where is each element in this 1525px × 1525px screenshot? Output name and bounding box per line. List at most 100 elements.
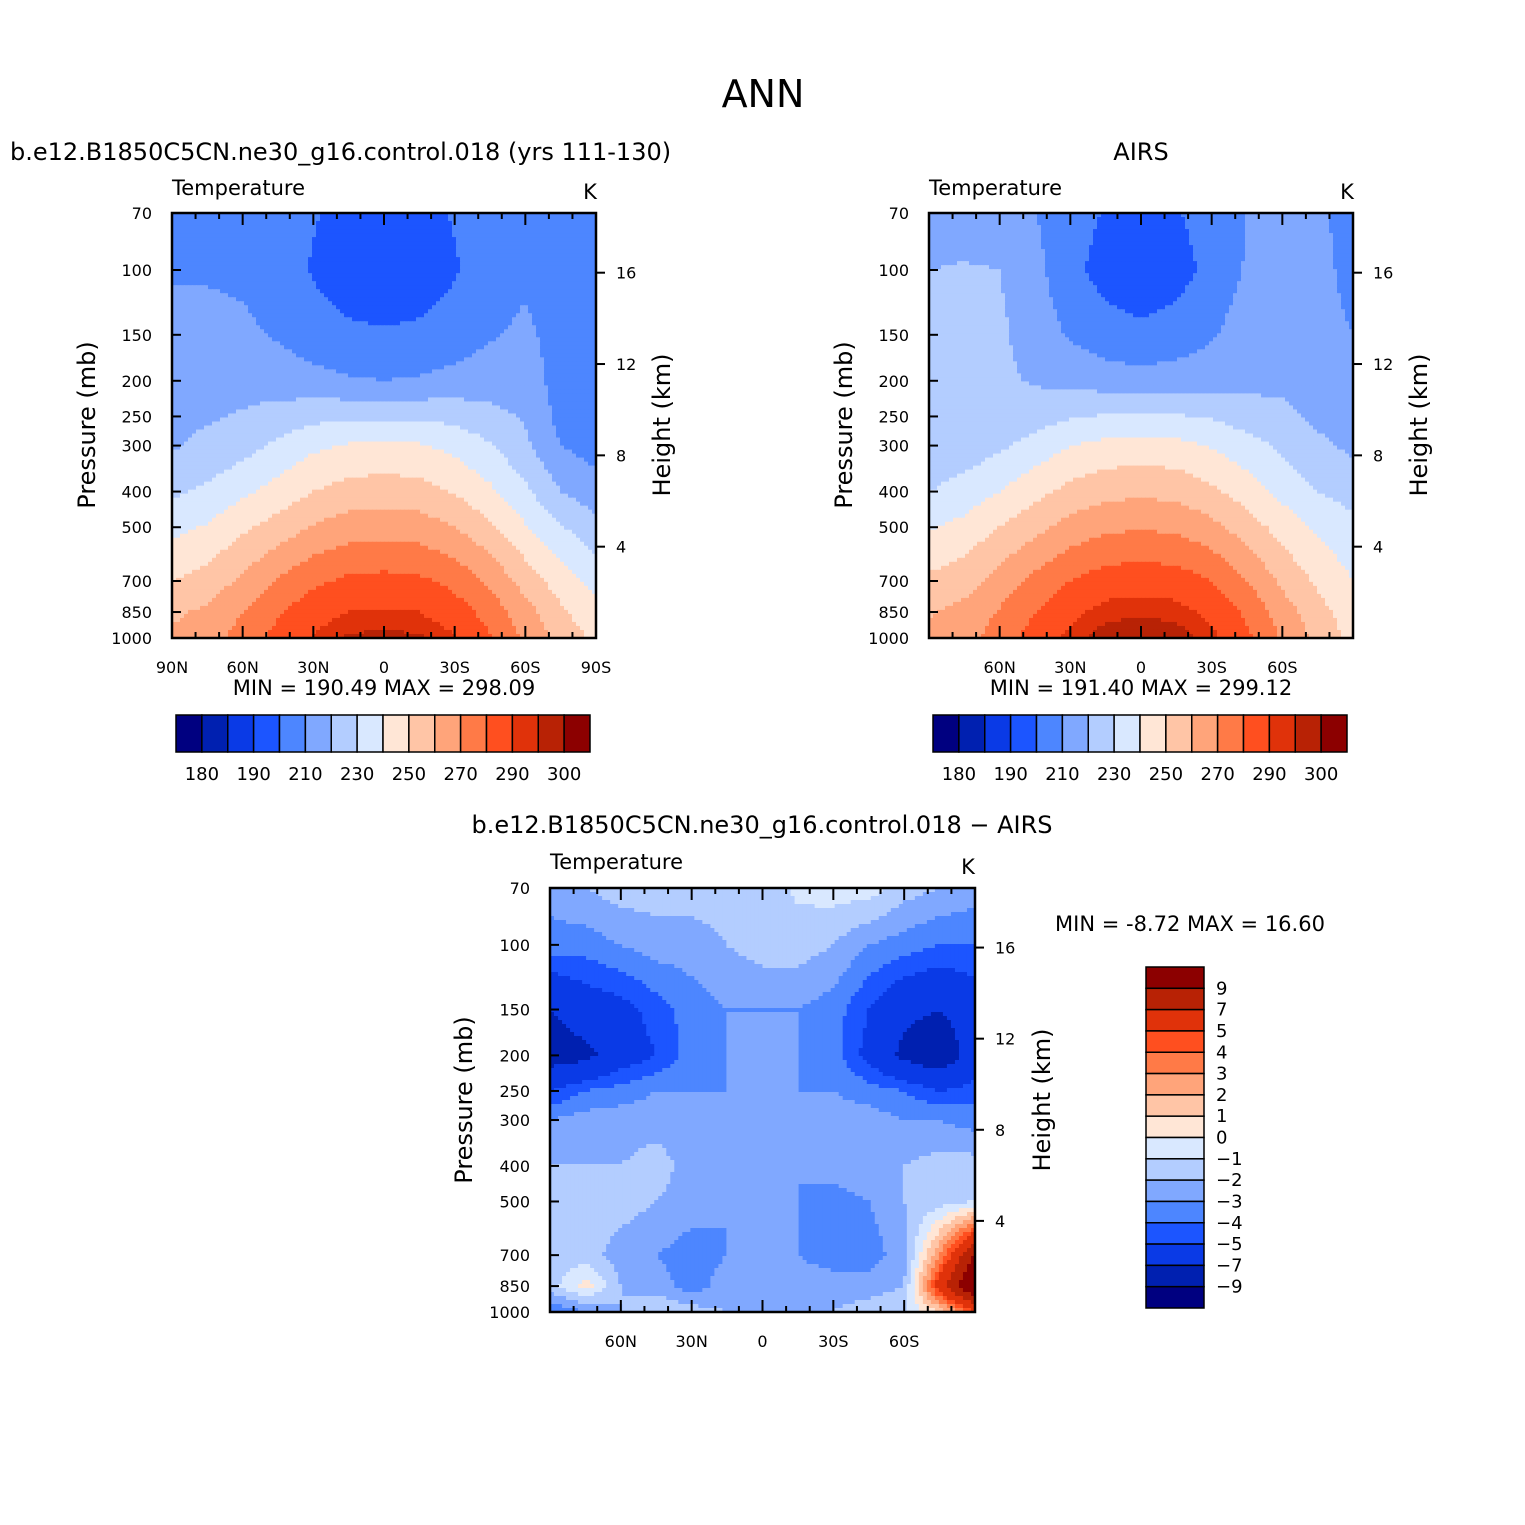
- contour-cell: [424, 381, 429, 387]
- contour-cell: [260, 377, 265, 382]
- contour-cell: [456, 325, 461, 330]
- contour-cell: [216, 385, 221, 391]
- contour-cell: [348, 257, 353, 262]
- contour-cell: [396, 357, 401, 362]
- contour-cell: [300, 361, 305, 366]
- contour-cell: [276, 349, 281, 354]
- contour-cell: [376, 373, 381, 378]
- contour-cell: [484, 261, 489, 266]
- contour-cell: [332, 361, 337, 366]
- contour-cell: [428, 265, 433, 270]
- contour-cell: [248, 281, 253, 286]
- contour-cell: [244, 245, 249, 250]
- contour-cell: [560, 301, 565, 306]
- contour-cell: [336, 333, 341, 338]
- contour-cell: [368, 329, 373, 334]
- contour-cell: [348, 365, 353, 370]
- contour-cell: [424, 365, 429, 370]
- contour-cell: [436, 245, 441, 250]
- contour-cell: [192, 217, 197, 222]
- contour-cell: [340, 289, 345, 294]
- contour-cell: [340, 389, 345, 395]
- contour-cell: [488, 297, 493, 302]
- contour-cell: [432, 269, 437, 274]
- contour-cell: [484, 237, 489, 242]
- contour-cell: [328, 225, 333, 230]
- contour-cell: [272, 365, 277, 370]
- contour-cell: [384, 377, 389, 382]
- contour-cell: [524, 349, 529, 354]
- contour-cell: [480, 349, 485, 354]
- contour-cell: [320, 217, 325, 222]
- contour-cell: [348, 265, 353, 270]
- contour-cell: [352, 365, 357, 370]
- contour-cell: [484, 225, 489, 230]
- contour-cell: [452, 333, 457, 338]
- contour-cell: [572, 253, 577, 258]
- contour-cell: [452, 269, 457, 274]
- contour-cell: [384, 361, 389, 366]
- contour-cell: [444, 297, 449, 302]
- contour-cell: [528, 389, 533, 395]
- contour-cell: [556, 309, 561, 314]
- contour-cell: [592, 397, 596, 403]
- contour-cell: [220, 265, 225, 270]
- contour-cell: [416, 333, 421, 338]
- contour-cell: [328, 397, 333, 403]
- contour-cell: [320, 361, 325, 366]
- contour-cell: [524, 245, 529, 250]
- contour-cell: [208, 261, 213, 266]
- contour-cell: [380, 365, 385, 370]
- contour-cell: [528, 321, 533, 326]
- contour-cell: [268, 285, 273, 290]
- contour-cell: [320, 397, 325, 403]
- contour-cell: [336, 381, 341, 387]
- contour-cell: [456, 357, 461, 362]
- contour-cell: [484, 297, 489, 302]
- contour-cell: [356, 305, 361, 310]
- contour-cell: [416, 329, 421, 334]
- contour-cell: [208, 373, 213, 378]
- contour-cell: [324, 253, 329, 258]
- contour-cell: [404, 277, 409, 282]
- contour-cell: [292, 237, 297, 242]
- contour-cell: [504, 321, 509, 326]
- contour-cell: [232, 357, 237, 362]
- contour-cell: [488, 345, 493, 350]
- contour-cell: [500, 233, 505, 238]
- contour-cell: [476, 305, 481, 310]
- contour-cell: [404, 273, 409, 278]
- contour-cell: [576, 213, 581, 218]
- contour-cell: [208, 333, 213, 338]
- contour-cell: [276, 309, 281, 314]
- contour-cell: [464, 277, 469, 282]
- contour-cell: [408, 393, 413, 399]
- contour-cell: [404, 337, 409, 342]
- contour-cell: [200, 221, 205, 226]
- contour-cell: [328, 241, 333, 246]
- contour-cell: [504, 277, 509, 282]
- contour-cell: [412, 389, 417, 395]
- contour-cell: [580, 361, 585, 366]
- contour-cell: [396, 241, 401, 246]
- contour-cell: [340, 317, 345, 322]
- contour-cell: [532, 237, 537, 242]
- contour-cell: [532, 333, 537, 338]
- contour-cell: [296, 305, 301, 310]
- contour-cell: [188, 269, 193, 274]
- contour-cell: [556, 213, 561, 218]
- contour-cell: [520, 397, 525, 403]
- contour-cell: [400, 297, 405, 302]
- contour-cell: [392, 225, 397, 230]
- contour-cell: [176, 241, 181, 246]
- contour-cell: [464, 273, 469, 278]
- contour-cell: [292, 389, 297, 395]
- contour-cell: [272, 333, 277, 338]
- contour-cell: [436, 265, 441, 270]
- contour-cell: [380, 281, 385, 286]
- contour-cell: [196, 245, 201, 250]
- contour-cell: [548, 285, 553, 290]
- contour-cell: [388, 385, 393, 391]
- contour-cell: [560, 265, 565, 270]
- contour-cell: [520, 365, 525, 370]
